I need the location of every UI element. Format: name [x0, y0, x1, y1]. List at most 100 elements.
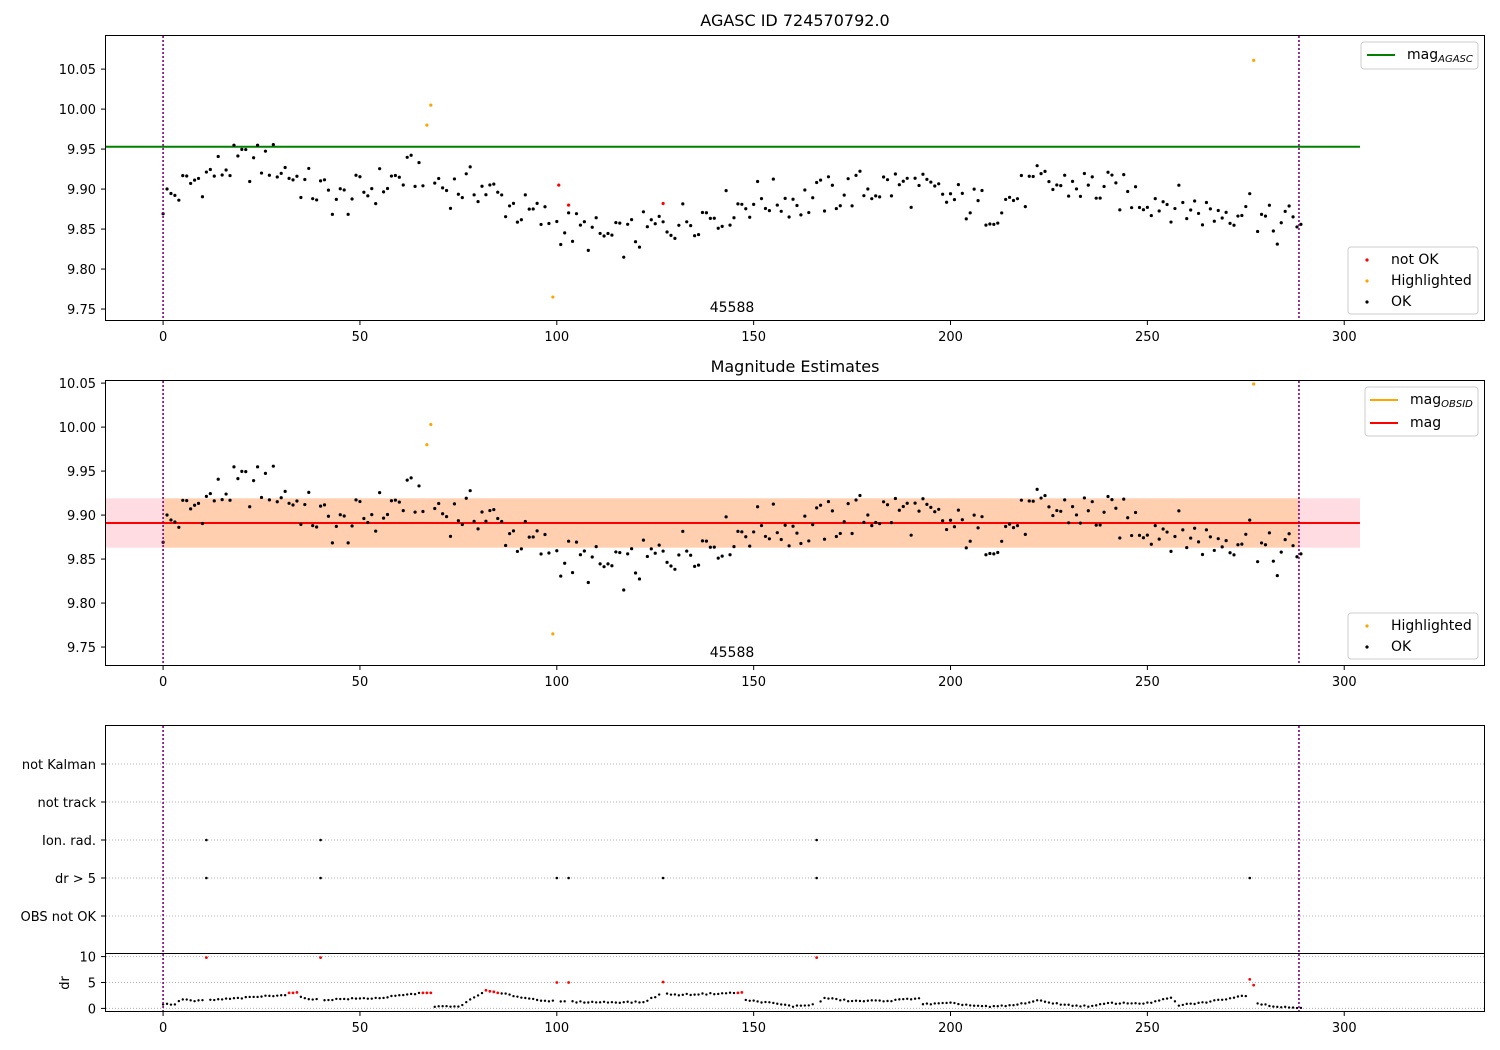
legend-highlighted-marker: [1365, 624, 1369, 628]
legend-box: [1347, 246, 1479, 315]
ok-point: [1279, 221, 1283, 225]
ok-point: [996, 221, 1000, 225]
ok-point: [460, 522, 464, 527]
ok-point: [366, 520, 370, 525]
ok-point: [389, 174, 394, 178]
panel-2-legend-upper[interactable]: magOBSID mag: [1364, 386, 1479, 437]
ok-point: [496, 190, 500, 194]
ok-point: [748, 544, 752, 548]
highlighted-point: [1252, 58, 1256, 62]
ok-point: [1035, 164, 1039, 168]
dr-point: [1016, 1003, 1019, 1006]
ok-point: [649, 218, 653, 222]
highlighted-point: [1252, 382, 1256, 386]
ok-point: [708, 216, 712, 220]
ok-point: [1019, 498, 1023, 502]
ok-point: [712, 545, 716, 549]
dr-point: [657, 993, 661, 996]
dr-point: [602, 1000, 606, 1003]
legend-mag-label: mag: [1410, 415, 1441, 431]
ok-point: [1086, 509, 1090, 513]
ok-point: [1078, 194, 1083, 199]
ok-point: [917, 183, 921, 188]
dr-point: [634, 1000, 637, 1003]
ok-point: [665, 230, 669, 234]
ok-point: [1177, 183, 1181, 187]
dr-point: [1220, 998, 1224, 1001]
dr-point: [571, 1000, 574, 1003]
ok-point: [299, 522, 303, 526]
panel-agasc: AGASC ID 724570792.0 45588 0 50 100 150 200 2…: [59, 11, 1485, 345]
ok-point: [850, 204, 854, 208]
ok-point: [1279, 550, 1283, 554]
ok-point: [275, 500, 279, 504]
dr-point: [1000, 1004, 1003, 1007]
dr-point: [315, 997, 318, 1001]
ok-point: [283, 165, 287, 170]
ok-point: [1232, 223, 1236, 227]
dr-point: [654, 995, 657, 999]
ok-point: [803, 514, 807, 518]
dr-point: [1291, 1006, 1295, 1009]
dr-point: [390, 994, 393, 998]
x-tick-label: 200: [938, 1021, 963, 1036]
ok-point: [787, 544, 791, 548]
ok-point: [444, 188, 449, 193]
dr-point: [516, 995, 519, 998]
dr-point: [531, 997, 535, 1001]
dr-point: [1098, 1003, 1102, 1006]
panel-1-legend-lower[interactable]: not OK Highlighted OK: [1347, 246, 1479, 315]
ok-point: [1098, 196, 1102, 200]
ok-point: [185, 499, 189, 503]
ok-point: [299, 195, 303, 200]
ok-point: [1067, 194, 1071, 198]
panel-2-x-axis: 0 50 100 150 200 250 300: [159, 665, 1357, 690]
ok-point: [224, 492, 228, 496]
ok-point: [1299, 552, 1303, 556]
ok-point: [870, 197, 874, 201]
ok-point: [1023, 205, 1027, 209]
ok-point: [933, 510, 937, 514]
ok-point: [838, 204, 842, 208]
dr-flagged-point: [1248, 977, 1252, 981]
dr-flagged-point: [425, 991, 429, 995]
legend-ok-label: OK: [1391, 639, 1412, 655]
ok-point: [889, 194, 894, 198]
ok-point: [192, 178, 197, 182]
dr-point: [835, 997, 838, 1001]
panel-3-frame: [105, 725, 1485, 954]
highlighted-point: [429, 422, 433, 427]
ok-point: [173, 193, 177, 197]
dr-point: [535, 998, 539, 1002]
panel-2-legend-lower[interactable]: Highlighted OK: [1347, 612, 1479, 660]
ok-point: [511, 201, 516, 206]
ok-point: [1157, 537, 1161, 541]
ok-point: [1027, 499, 1031, 503]
dr-point: [280, 994, 283, 997]
dr-point: [748, 999, 751, 1003]
ok-point: [421, 184, 425, 188]
ok-point: [1122, 173, 1126, 177]
ok-point: [1118, 536, 1122, 540]
dr-point: [689, 993, 692, 997]
ok-point: [1216, 537, 1220, 541]
dr-point: [1173, 1000, 1177, 1003]
ok-point: [1193, 199, 1197, 203]
ok-point: [204, 170, 208, 174]
ok-point: [1106, 494, 1110, 499]
ok-point: [488, 183, 492, 187]
ok-point: [232, 465, 236, 469]
panel-1-legend-upper[interactable]: magAGASC: [1360, 41, 1479, 70]
ok-point: [850, 531, 854, 536]
ok-point: [1070, 179, 1075, 183]
y-tick-label: 10.05: [59, 63, 96, 78]
ok-point: [177, 198, 181, 202]
dr-point: [976, 1004, 980, 1007]
dr-point: [972, 1004, 976, 1007]
ok-point: [724, 189, 728, 193]
ok-point: [881, 500, 886, 504]
dr-point: [528, 997, 531, 1000]
ok-point: [472, 519, 476, 524]
dr-point: [890, 999, 893, 1003]
ok-point: [204, 494, 208, 498]
